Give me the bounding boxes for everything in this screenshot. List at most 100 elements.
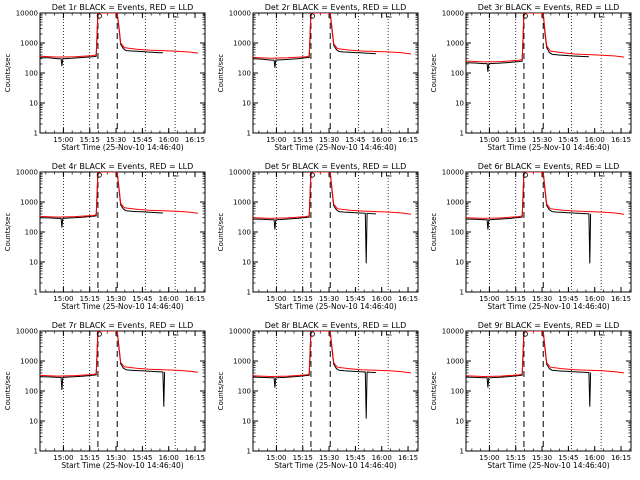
- marker-bracket: [173, 13, 179, 18]
- y-tick-label: 10: [29, 259, 38, 267]
- series-line-events: [253, 13, 376, 68]
- y-tick-label: 100: [25, 229, 38, 237]
- plot-frame: [39, 330, 206, 452]
- x-tick-label: 16:00: [372, 295, 392, 303]
- x-tick-label: 15:15: [293, 295, 313, 303]
- plot-frame: [39, 12, 206, 134]
- series-line-events: [253, 172, 376, 264]
- panel-title: Det 4r BLACK = Events, RED = LLD: [52, 162, 194, 171]
- y-tick-label: 100: [238, 229, 251, 237]
- x-tick-label: 16:00: [585, 295, 605, 303]
- y-tick-label: 10000: [16, 328, 38, 336]
- y-tick-label: 1000: [233, 40, 251, 48]
- plot-frame: [465, 171, 632, 293]
- x-tick-label: 16:15: [398, 295, 418, 303]
- series-group: [253, 13, 412, 68]
- plot-frame: [39, 171, 206, 293]
- panel-6: Det 6r BLACK = Events, RED = LLD 1 10 100 10…: [430, 162, 632, 311]
- marker-bracket: [599, 331, 605, 336]
- panel-3: Det 3r BLACK = Events, RED = LLD 1 10 100 10…: [430, 3, 632, 152]
- x-tick-label: 16:15: [611, 295, 631, 303]
- x-tick-label: 15:30: [319, 454, 339, 462]
- x-tick-label: 15:45: [345, 454, 365, 462]
- x-tick-label: 15:45: [132, 454, 152, 462]
- x-axis-label: Start Time (25-Nov-10 14:46:40): [487, 461, 609, 470]
- series-line-events: [40, 13, 163, 67]
- marker-circle: [309, 13, 315, 19]
- series-line-events: [40, 172, 163, 228]
- series-line-events: [466, 172, 592, 264]
- x-tick-label: 16:15: [398, 136, 418, 144]
- y-tick-label: 10000: [16, 169, 38, 177]
- y-tick-label: 100: [238, 388, 251, 396]
- x-tick-label: 15:30: [319, 136, 339, 144]
- x-tick-label: 16:15: [611, 454, 631, 462]
- panel-4: Det 4r BLACK = Events, RED = LLD 1 10 100 10…: [4, 162, 206, 311]
- y-axis-label: Counts/sec: [430, 54, 438, 93]
- panel-title: Det 2r BLACK = Events, RED = LLD: [265, 3, 407, 12]
- x-tick-label: 15:30: [106, 136, 126, 144]
- series-line-lld: [253, 13, 412, 59]
- y-tick-label: 10: [242, 259, 251, 267]
- x-tick-label: 15:15: [80, 454, 100, 462]
- x-tick-label: 16:15: [185, 136, 205, 144]
- x-tick-label: 15:00: [53, 295, 73, 303]
- y-tick-label: 1: [247, 130, 251, 138]
- series-line-lld: [253, 172, 412, 219]
- x-axis-label: Start Time (25-Nov-10 14:46:40): [61, 302, 183, 311]
- x-tick-label: 15:15: [293, 136, 313, 144]
- y-tick-label: 10: [455, 259, 464, 267]
- y-tick-label: 1: [34, 289, 38, 297]
- panel-title: Det 6r BLACK = Events, RED = LLD: [478, 162, 620, 171]
- x-axis-label: Start Time (25-Nov-10 14:46:40): [274, 143, 396, 152]
- y-axis-label: Counts/sec: [4, 54, 12, 93]
- y-tick-label: 1: [460, 289, 464, 297]
- y-tick-label: 1000: [446, 358, 464, 366]
- x-tick-label: 15:45: [132, 295, 152, 303]
- series-line-lld: [466, 331, 625, 378]
- y-tick-label: 1000: [20, 40, 38, 48]
- marker-circle: [96, 13, 102, 19]
- series-line-events: [466, 13, 589, 72]
- y-tick-label: 10: [455, 100, 464, 108]
- x-tick-label: 15:45: [345, 136, 365, 144]
- x-tick-label: 15:00: [479, 295, 499, 303]
- marker-bracket: [599, 13, 605, 18]
- y-axis-label: Counts/sec: [430, 213, 438, 252]
- marker-circle: [309, 172, 315, 178]
- x-tick-label: 15:45: [558, 136, 578, 144]
- x-tick-label: 16:00: [585, 454, 605, 462]
- x-tick-label: 15:15: [80, 136, 100, 144]
- x-tick-label: 16:15: [185, 454, 205, 462]
- x-tick-label: 15:00: [266, 295, 286, 303]
- x-tick-label: 15:00: [479, 454, 499, 462]
- x-tick-label: 15:00: [266, 136, 286, 144]
- x-tick-label: 15:15: [293, 454, 313, 462]
- y-tick-label: 1000: [446, 40, 464, 48]
- plot-frame: [252, 330, 419, 452]
- x-tick-label: 15:00: [53, 136, 73, 144]
- y-tick-label: 10000: [442, 328, 464, 336]
- plot-frame: [465, 12, 632, 134]
- marker-bracket: [173, 172, 179, 177]
- series-line-events: [253, 331, 376, 419]
- plot-frame: [252, 171, 419, 293]
- plot-frame: [252, 12, 419, 134]
- x-tick-label: 15:30: [319, 295, 339, 303]
- marker-bracket: [386, 172, 392, 177]
- x-tick-label: 15:15: [80, 295, 100, 303]
- panel-7: Det 7r BLACK = Events, RED = LLD 1 10 100 10…: [4, 321, 206, 470]
- y-tick-label: 10000: [442, 10, 464, 18]
- x-tick-label: 16:00: [372, 454, 392, 462]
- x-axis-label: Start Time (25-Nov-10 14:46:40): [61, 461, 183, 470]
- panel-title: Det 8r BLACK = Events, RED = LLD: [265, 321, 407, 330]
- x-tick-label: 15:30: [532, 136, 552, 144]
- marker-circle: [96, 331, 102, 337]
- y-tick-label: 100: [25, 388, 38, 396]
- y-axis-label: Counts/sec: [217, 54, 225, 93]
- x-axis-label: Start Time (25-Nov-10 14:46:40): [487, 302, 609, 311]
- series-group: [466, 13, 625, 72]
- series-group: [40, 331, 199, 407]
- y-axis-label: Counts/sec: [430, 372, 438, 411]
